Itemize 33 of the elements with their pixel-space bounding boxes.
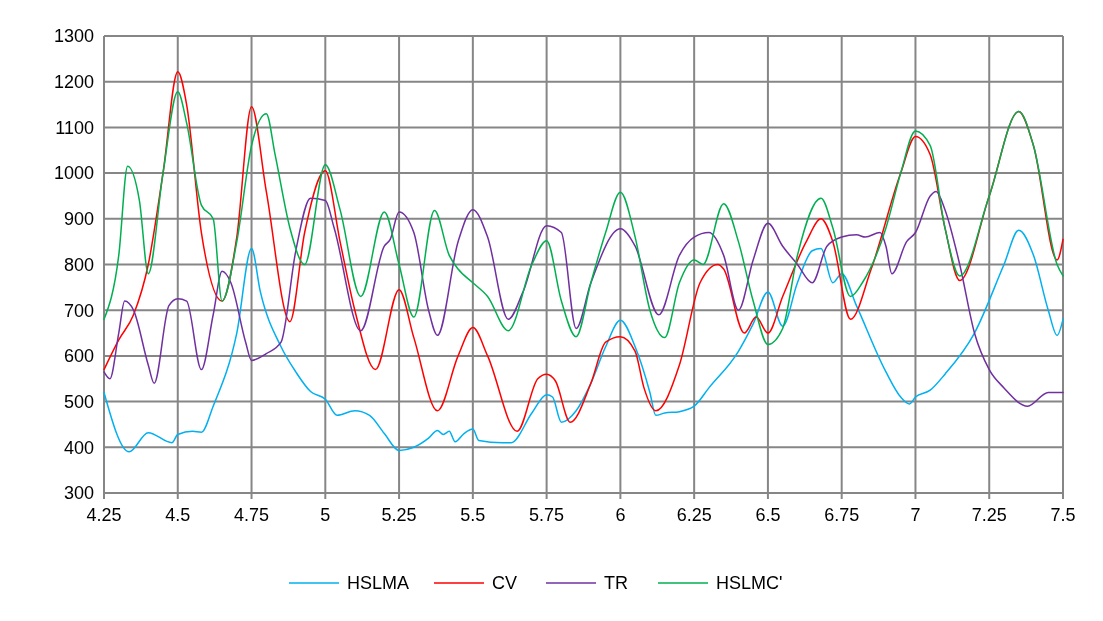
- y-tick-label: 600: [63, 346, 94, 367]
- x-tick-label: 7.5: [1050, 505, 1076, 525]
- x-tick-label: 6.75: [824, 505, 860, 525]
- legend-label: CV: [492, 573, 518, 594]
- x-tick-label: 6.25: [676, 505, 712, 525]
- y-tick-label: 300: [63, 483, 94, 504]
- x-tick-label: 4.25: [86, 505, 122, 525]
- legend-label: HSLMC': [716, 573, 783, 594]
- line-series: [103, 190, 1064, 407]
- y-tick-label: 400: [63, 437, 94, 458]
- x-tick-label: 4.5: [165, 505, 191, 525]
- x-tick-label: 5.75: [529, 505, 565, 525]
- legend-label: HSLMA: [347, 573, 410, 594]
- x-tick-label: 5.5: [460, 505, 486, 525]
- x-tick-label: 5: [320, 505, 331, 525]
- y-tick-label: 1100: [55, 117, 94, 138]
- y-tick-label: 500: [63, 391, 94, 412]
- y-tick-label: 800: [63, 254, 94, 275]
- line-series: [103, 229, 1064, 453]
- line-series: [103, 70, 1064, 433]
- legend-label: TR: [604, 573, 628, 594]
- x-tick-label: 5.25: [381, 505, 417, 525]
- x-tick-label: 6.5: [755, 505, 781, 525]
- y-tick-label: 900: [63, 209, 94, 230]
- line-series: [103, 91, 1064, 346]
- x-tick-label: 7: [910, 505, 921, 525]
- y-tick-label: 1200: [53, 72, 94, 92]
- y-tick-label: 1300: [53, 26, 94, 47]
- y-tick-label: 700: [63, 300, 94, 321]
- y-tick-label: 1000: [53, 163, 94, 184]
- x-tick-label: 7.25: [971, 505, 1007, 525]
- x-tick-label: 4.75: [234, 505, 270, 525]
- x-tick-label: 6: [615, 505, 626, 525]
